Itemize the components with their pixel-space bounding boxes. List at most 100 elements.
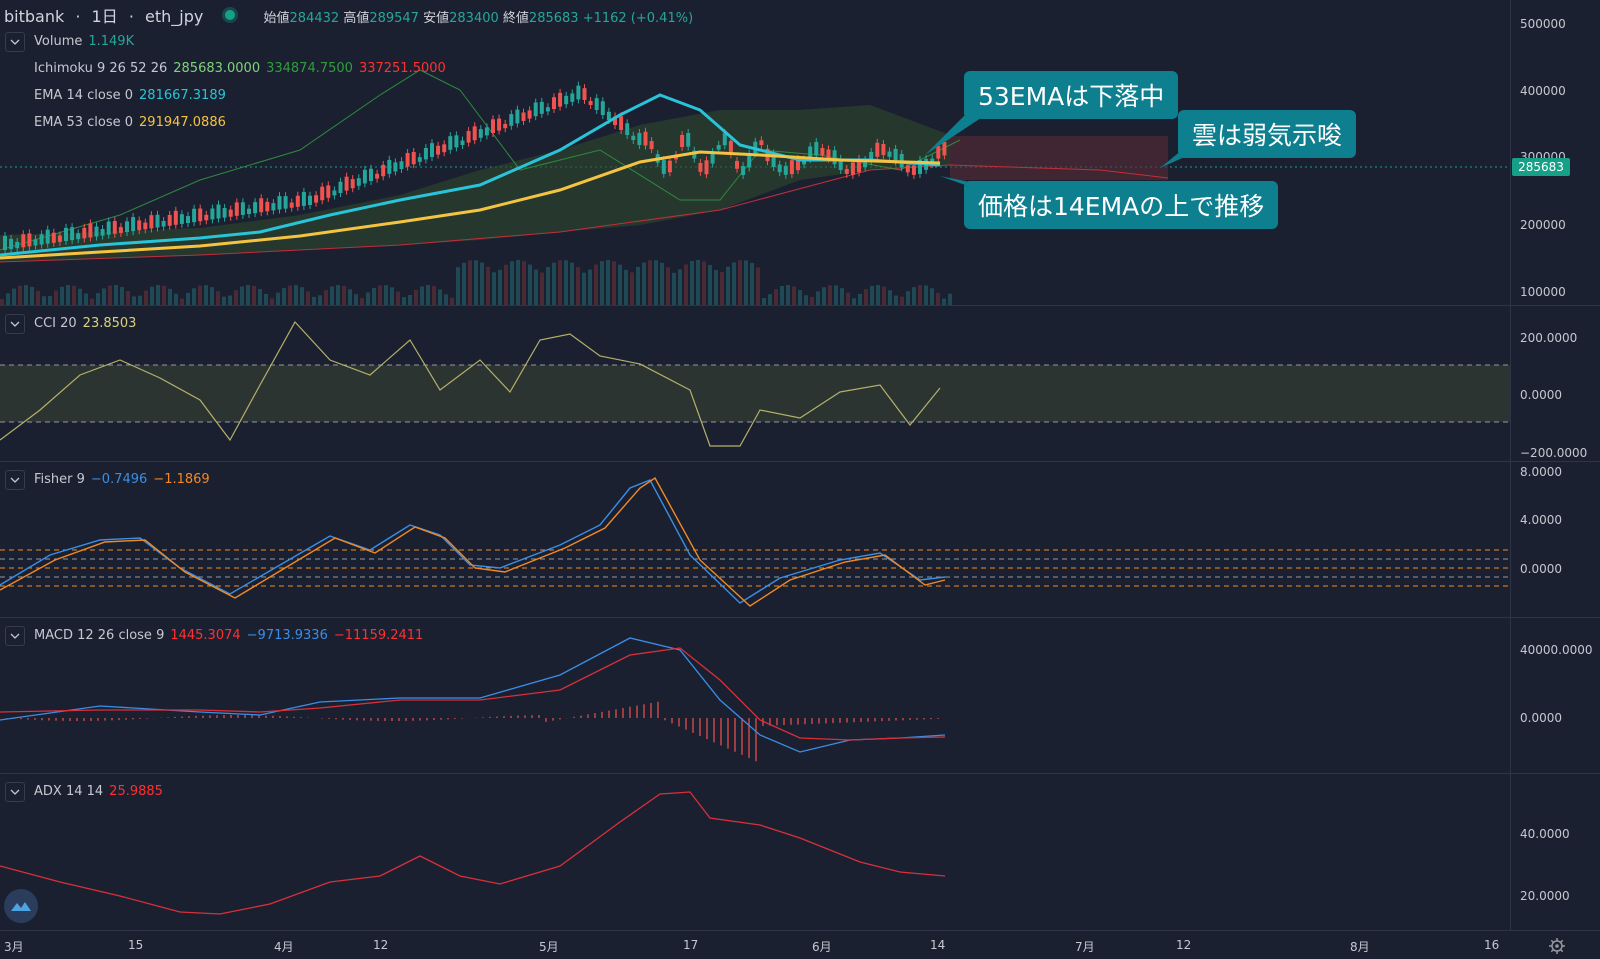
candle-body	[533, 102, 538, 117]
gear-icon[interactable]	[1548, 937, 1566, 955]
fisher-tick: 0.0000	[1520, 562, 1562, 576]
volume-bar	[276, 292, 280, 305]
candle-body	[393, 162, 398, 172]
candle-body	[222, 208, 227, 218]
fisher-legend[interactable]: Fisher 9 −0.7496 −1.1869	[34, 472, 210, 487]
ichimoku-cloud	[0, 105, 950, 262]
volume-bar	[570, 262, 574, 305]
volume-bar	[660, 262, 664, 305]
volume-bar	[0, 299, 4, 305]
volume-bar	[654, 260, 658, 305]
volume-bar	[48, 295, 52, 305]
macd-legend[interactable]: MACD 12 26 close 9 1445.3074 −9713.9336 −11…	[34, 628, 424, 643]
volume-bar	[66, 285, 70, 305]
pane-divider[interactable]	[0, 773, 1600, 774]
volume-legend[interactable]: Volume 1.149K	[34, 34, 135, 49]
volume-bar	[108, 285, 112, 305]
candle-body	[112, 220, 117, 234]
ema53-legend[interactable]: EMA 53 close 0 291947.0886	[34, 115, 226, 130]
fisher-tick: 8.0000	[1520, 465, 1562, 479]
ema14-legend[interactable]: EMA 14 close 0 281667.3189	[34, 88, 226, 103]
volume-bar	[810, 296, 814, 305]
volume-bar	[546, 267, 550, 305]
candle-body	[686, 133, 691, 147]
macd-tick: 40000.0000	[1520, 643, 1593, 657]
candle-body	[936, 145, 941, 159]
candle-body	[796, 158, 800, 171]
collapse-cci-button[interactable]	[5, 314, 25, 334]
candle-body	[777, 164, 782, 173]
pane-divider[interactable]	[0, 305, 1600, 306]
candle-body	[576, 85, 581, 100]
volume-bar	[846, 292, 850, 305]
candle-body	[637, 133, 642, 145]
volume-bar	[624, 269, 628, 305]
interval-label[interactable]: 1日	[91, 7, 118, 26]
pane-divider[interactable]	[0, 461, 1600, 462]
candle-body	[814, 141, 819, 156]
collapse-legend-button[interactable]	[5, 32, 25, 52]
candle-body	[582, 88, 587, 100]
volume-bar	[714, 270, 718, 305]
volume-bar	[666, 267, 670, 305]
candle-body	[57, 235, 62, 242]
volume-bar	[294, 285, 298, 305]
candle-body	[88, 223, 93, 238]
volume-bar	[24, 285, 28, 305]
candle-body	[51, 232, 56, 243]
volume-bar	[594, 264, 598, 305]
ichimoku-legend[interactable]: Ichimoku 9 26 52 26 285683.0000 334874.750…	[34, 61, 446, 76]
annotation-ema53[interactable]: 53EMAは下落中	[964, 71, 1179, 119]
volume-bar	[444, 294, 448, 305]
candle-body	[875, 142, 880, 157]
candle-body	[820, 147, 825, 156]
volume-bar	[264, 293, 268, 305]
chevron-down-icon	[10, 321, 20, 327]
volume-bar	[288, 285, 292, 305]
volume-bar	[210, 287, 214, 305]
volume-bar	[162, 285, 166, 305]
annotation-price[interactable]: 価格は14EMAの上で推移	[964, 181, 1279, 229]
adx-legend[interactable]: ADX 14 14 25.9885	[34, 784, 163, 799]
candle-body	[295, 195, 300, 207]
chevron-down-icon	[10, 633, 20, 639]
volume-bar	[348, 289, 352, 305]
price-tick: 400000	[1520, 84, 1566, 98]
tradingview-logo-icon[interactable]	[4, 889, 38, 923]
collapse-fisher-button[interactable]	[5, 470, 25, 490]
candle-body	[253, 202, 258, 214]
chevron-down-icon	[10, 39, 20, 45]
candle-body	[454, 135, 459, 148]
collapse-adx-button[interactable]	[5, 782, 25, 802]
candle-body	[564, 95, 569, 105]
candle-body	[631, 135, 636, 140]
volume-bar	[132, 296, 136, 305]
candle-body	[594, 98, 599, 110]
symbol-header[interactable]: bitbank · 1日 · eth_jpy 始値284432 高値289547…	[4, 7, 694, 26]
volume-bar	[888, 290, 892, 305]
collapse-macd-button[interactable]	[5, 626, 25, 646]
volume-bar	[54, 290, 58, 305]
candle-body	[173, 210, 178, 225]
candle-body	[381, 164, 386, 177]
date-tick: 7月	[1075, 940, 1095, 954]
last-price-label: 285683	[1512, 158, 1570, 176]
candle-body	[320, 186, 325, 201]
pane-divider	[0, 930, 1600, 931]
candle-body	[918, 159, 922, 174]
candle-body	[308, 195, 312, 205]
candle-body	[76, 233, 81, 240]
volume-bar	[390, 287, 394, 305]
volume-bar	[672, 272, 676, 305]
volume-bar	[912, 287, 916, 305]
candle-body	[228, 209, 233, 217]
volume-bar	[804, 295, 808, 305]
volume-bar	[150, 286, 154, 305]
candle-body	[667, 160, 672, 173]
pane-divider[interactable]	[0, 617, 1600, 618]
macd-line	[0, 637, 946, 753]
annotation-cloud[interactable]: 雲は弱気示唆	[1178, 110, 1357, 158]
volume-bar	[930, 288, 934, 305]
cci-legend[interactable]: CCI 20 23.8503	[34, 316, 137, 331]
